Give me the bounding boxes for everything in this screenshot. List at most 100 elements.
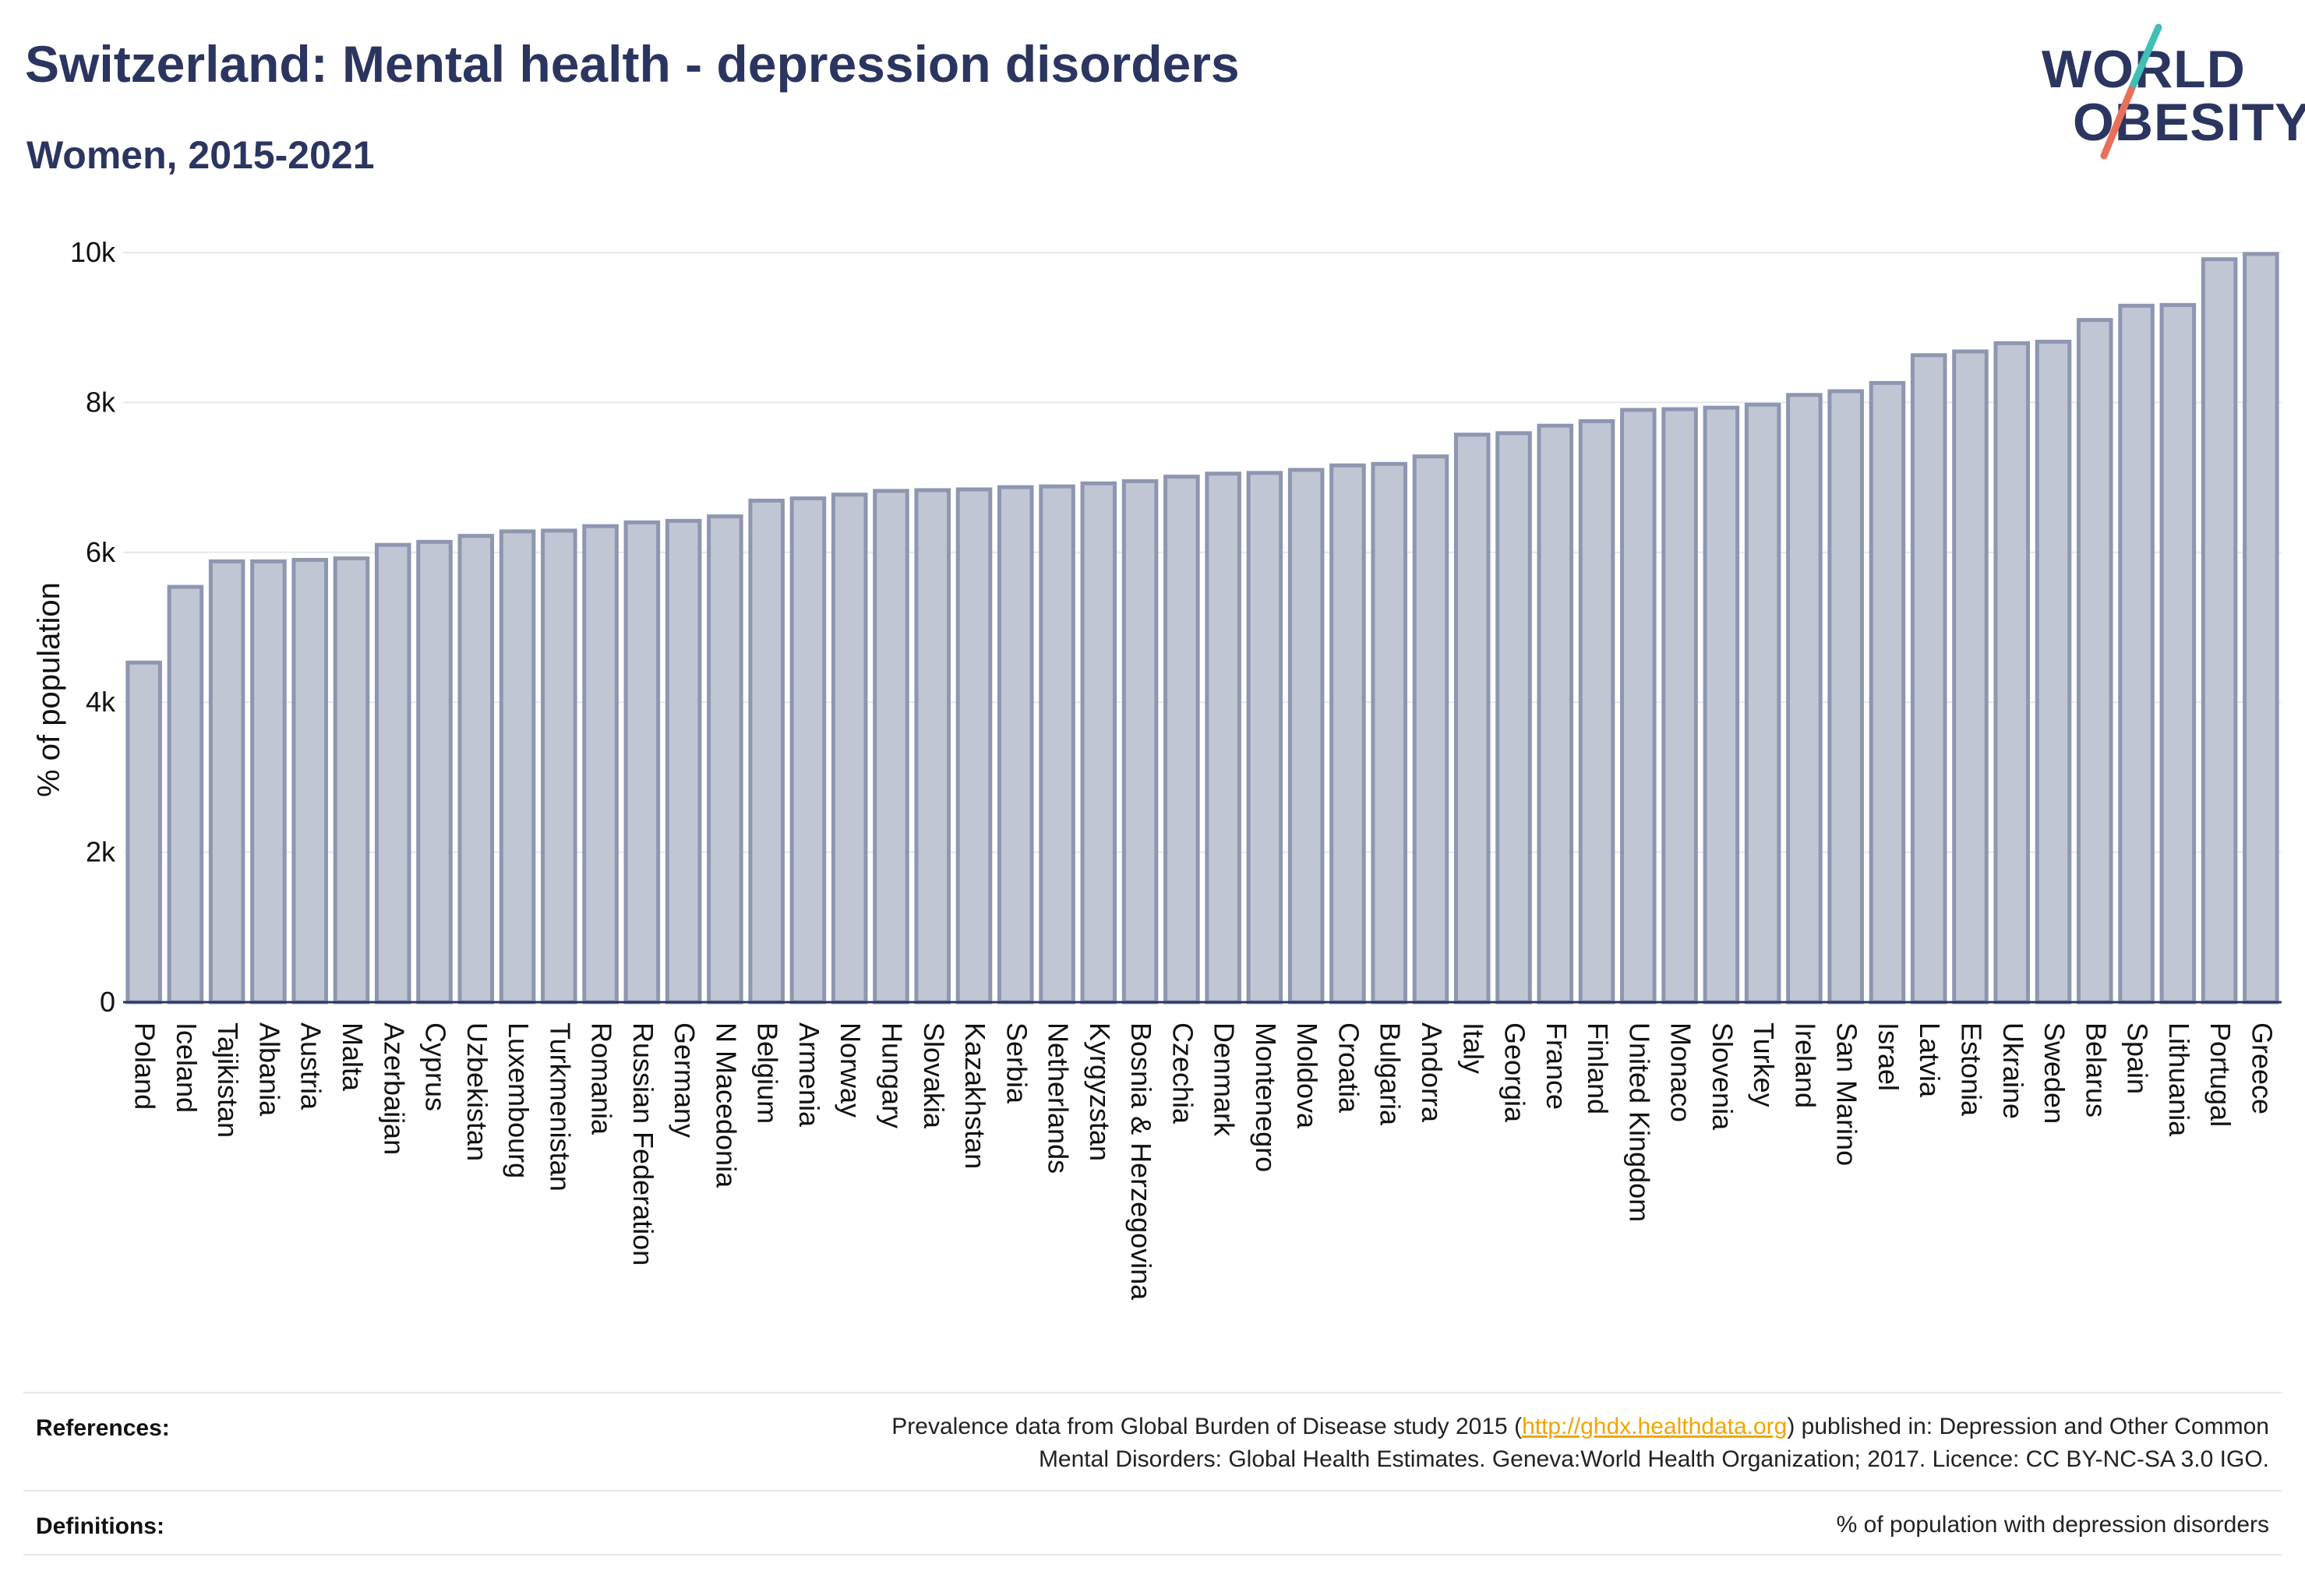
bar-portugal (2201, 257, 2238, 1005)
x-tick-label: Ireland (1789, 1022, 1821, 1108)
references-label: References: (36, 1415, 170, 1441)
references-link[interactable]: http://ghdx.healthdata.org (1522, 1414, 1788, 1439)
x-tick-label: Poland (129, 1022, 161, 1110)
x-tick-label: Turkmenistan (544, 1022, 576, 1192)
bar-sweden (2035, 339, 2072, 1005)
bar-poland (125, 660, 162, 1005)
references-post: ) published in: Depression and Other Com… (1787, 1414, 2269, 1439)
bar-estonia (1952, 349, 1989, 1005)
x-tick-label: Slovenia (1707, 1022, 1738, 1131)
x-tick-label: Monaco (1665, 1022, 1697, 1122)
x-tick-label: Greece (2246, 1022, 2278, 1114)
x-tick-label: Portugal (2204, 1022, 2236, 1127)
bar-n-macedonia (707, 514, 743, 1005)
bar-serbia (997, 485, 1034, 1005)
bar-austria (291, 557, 328, 1005)
x-tick-label: Austria (295, 1022, 327, 1110)
bar-slovenia (1703, 405, 1740, 1005)
bar-armenia (789, 496, 827, 1005)
bar-malta (333, 556, 370, 1005)
bar-united-kingdom (1620, 408, 1657, 1005)
y-tick-label: 2k (86, 836, 116, 868)
bar-finland (1578, 418, 1615, 1005)
bar-andorra (1412, 454, 1449, 1005)
x-tick-label: Italy (1457, 1022, 1489, 1074)
x-tick-label: Israel (1873, 1022, 1904, 1091)
references-line-2: Mental Disorders: Global Health Estimate… (1038, 1446, 2269, 1472)
bar-ireland (1786, 393, 1823, 1005)
x-axis: Poland Iceland Tajikistan Albania Austria Mal… (123, 1001, 2282, 1301)
bar-georgia (1495, 431, 1532, 1005)
bar-turkey (1744, 402, 1781, 1005)
x-tick-label: France (1541, 1022, 1573, 1110)
x-tick-label: Germany (669, 1022, 701, 1138)
x-tick-label: Slovakia (918, 1022, 950, 1129)
bar-kazakhstan (955, 487, 993, 1005)
bar-germany (665, 518, 702, 1005)
bar-belarus (2077, 318, 2113, 1005)
x-tick-label: Georgia (1499, 1022, 1531, 1123)
bar-tajikistan (208, 559, 245, 1005)
x-tick-label: Montenegro (1250, 1022, 1282, 1172)
bar-netherlands (1039, 484, 1075, 1005)
bar-albania (250, 559, 287, 1005)
x-tick-label: Estonia (1955, 1022, 1987, 1117)
bar-russian-federation (623, 520, 661, 1005)
x-tick-label: Andorra (1416, 1022, 1448, 1123)
bar-denmark (1205, 471, 1241, 1005)
bar-romania (582, 524, 619, 1005)
bar-latvia (1910, 353, 1947, 1005)
x-tick-label: Belgium (752, 1022, 784, 1124)
y-tick-label: 0 (100, 986, 115, 1018)
y-axis-label: % of population (32, 582, 66, 797)
x-tick-label: San Marino (1831, 1022, 1863, 1166)
bar-azerbaijan (374, 542, 411, 1005)
bar-spain (2118, 303, 2155, 1005)
x-tick-label: Ukraine (1997, 1022, 2029, 1119)
bar-italy (1453, 433, 1491, 1005)
x-tick-label: Denmark (1209, 1022, 1241, 1137)
bar-montenegro (1246, 471, 1283, 1005)
page-subtitle: Women, 2015-2021 (26, 133, 375, 177)
x-tick-label: Turkey (1748, 1022, 1780, 1107)
bar-monaco (1661, 407, 1698, 1005)
x-tick-label: Romania (586, 1022, 618, 1135)
x-tick-label: Sweden (2038, 1022, 2070, 1124)
x-tick-label: Serbia (1001, 1022, 1032, 1104)
x-tick-label: Albania (253, 1022, 285, 1117)
logo-slash-icon (2100, 23, 2162, 160)
bar-greece (2243, 252, 2279, 1005)
x-tick-label: Malta (337, 1022, 369, 1092)
x-tick-label: Kazakhstan (959, 1022, 991, 1169)
x-tick-label: Russian Federation (627, 1022, 659, 1266)
x-tick-label: Hungary (876, 1022, 908, 1128)
x-tick-label: Cyprus (420, 1022, 452, 1111)
x-tick-label: Uzbekistan (461, 1022, 493, 1161)
x-tick-label: Tajikistan (212, 1022, 244, 1138)
x-tick-label: Armenia (793, 1022, 825, 1128)
x-tick-label: Belarus (2080, 1022, 2112, 1118)
footer-divider-mid (23, 1490, 2282, 1492)
x-tick-label: Latvia (1914, 1022, 1946, 1098)
bar-belgium (748, 498, 785, 1005)
bar-uzbekistan (457, 534, 495, 1005)
x-tick-label: Moldova (1291, 1022, 1323, 1129)
bar-luxembourg (499, 529, 536, 1005)
x-tick-label: Iceland (171, 1022, 203, 1113)
definitions-text: % of population with depression disorder… (1836, 1512, 2269, 1538)
x-tick-label: Bosnia & Herzegovina (1125, 1022, 1157, 1301)
bar-lithuania (2159, 302, 2197, 1005)
references-text: Prevalence data from Global Burden of Di… (891, 1411, 2269, 1476)
bar-moldova (1287, 468, 1325, 1005)
bar-israel (1869, 380, 1906, 1005)
bar-iceland (167, 584, 204, 1005)
x-tick-label: Spain (2122, 1022, 2154, 1094)
x-tick-label: Netherlands (1043, 1022, 1075, 1174)
definitions-label: Definitions: (36, 1513, 164, 1539)
bar-czechia (1163, 475, 1200, 1005)
bar-slovakia (914, 488, 951, 1005)
bar-turkmenistan (541, 528, 577, 1005)
x-tick-label: Azerbaijan (378, 1022, 410, 1155)
x-tick-label: Bulgaria (1375, 1022, 1407, 1126)
bar-france (1537, 423, 1574, 1005)
